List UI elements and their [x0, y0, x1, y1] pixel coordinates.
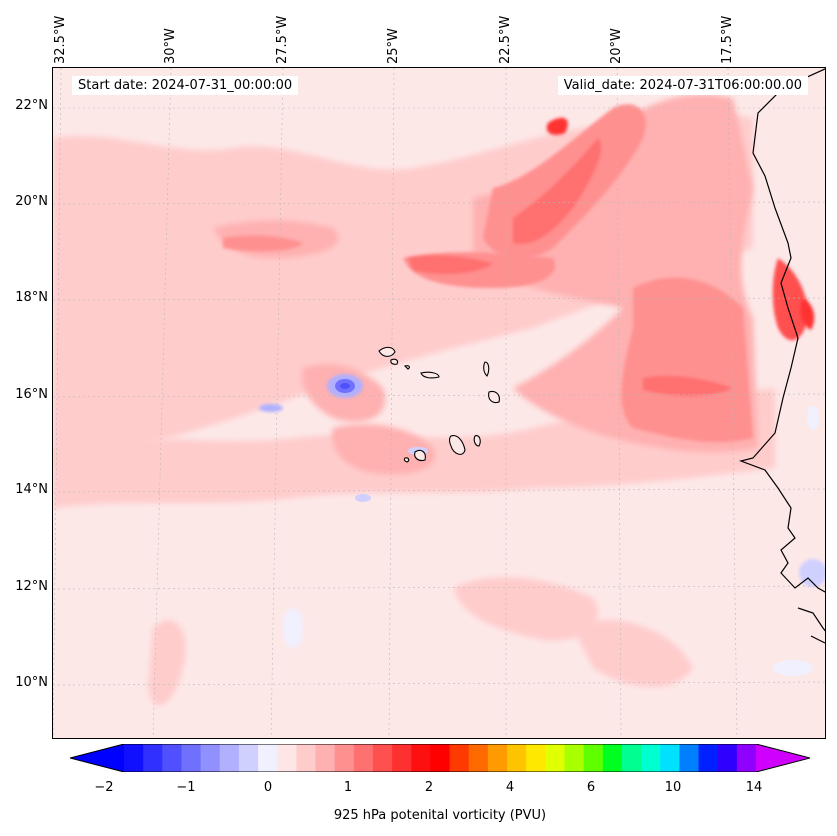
pv-region-core: [643, 376, 733, 396]
colorbar-segment: [507, 744, 527, 772]
cb-tick-label: −2: [94, 780, 114, 795]
colorbar-segment: [736, 744, 757, 772]
island-santiago: [448, 435, 466, 455]
colorbar-segment: [487, 744, 508, 772]
pv-region-core: [800, 298, 815, 330]
colorbar-extend-high: [756, 744, 810, 772]
colorbar-segment: [392, 744, 412, 772]
colorbar-segment: [679, 744, 700, 772]
pv-region-core: [408, 255, 493, 274]
colorbar-segment: [468, 744, 489, 772]
colorbar-segment: [411, 744, 431, 772]
island-santo-antao: [378, 346, 396, 357]
lon-label-32-5w: 32.5°W: [53, 15, 68, 64]
island-fogo: [414, 449, 426, 462]
pv-negative-region: [807, 406, 819, 430]
pv-negative-region: [773, 660, 813, 676]
colorbar-segment: [124, 744, 144, 772]
colorbar-segment: [315, 744, 336, 772]
lat-label-16n: 16°N: [15, 387, 48, 402]
cb-tick-label: 4: [505, 780, 515, 795]
lon-label-27-5w: 27.5°W: [275, 15, 290, 64]
cb-tick-label: 1: [343, 780, 353, 795]
cb-tick-label: 14: [745, 780, 763, 795]
coastline-segment: [810, 635, 825, 644]
island-santa-luzia: [403, 365, 410, 370]
colorbar-segment: [526, 744, 546, 772]
colorbar-title: 925 hPa potenital vorticity (PVU): [333, 808, 547, 823]
colorbar-segment: [641, 744, 661, 772]
pv-negative-region: [355, 494, 371, 502]
island-sal: [483, 361, 490, 377]
lon-label-20w: 20°W: [609, 28, 624, 64]
african-coastline: [738, 68, 825, 593]
cb-tick-label: 10: [664, 780, 682, 795]
colorbar-segment: [602, 744, 623, 772]
lat-label-14n: 14°N: [15, 482, 48, 497]
island-sao-vicente: [390, 358, 399, 365]
colorbar-segment: [545, 744, 565, 772]
pv-region-light: [148, 620, 186, 706]
lat-label-10n: 10°N: [15, 675, 48, 690]
colorbar-segment: [334, 744, 355, 772]
colorbar-extend-low: [70, 744, 124, 772]
map-panel: [52, 67, 826, 739]
colorbar: [70, 744, 810, 772]
colorbar-segment: [660, 744, 680, 772]
cb-tick-label: 6: [586, 780, 596, 795]
cb-tick-label: 2: [424, 780, 434, 795]
lon-label-25w: 25°W: [386, 28, 401, 64]
start-date-label: Start date: 2024-07-31_00:00:00: [72, 76, 299, 95]
pv-region-core: [772, 258, 808, 341]
colorbar-segment: [162, 744, 182, 772]
cape-verde-islands: [378, 346, 500, 463]
coastline-segment: [797, 607, 825, 632]
island-maio: [473, 435, 481, 447]
colorbar-segment: [277, 744, 297, 772]
cb-tick-label: −1: [176, 780, 196, 795]
colorbar-segment: [143, 744, 163, 772]
colorbar-segment: [583, 744, 604, 772]
lon-label-30w: 30°W: [163, 28, 178, 64]
pv-contours: [53, 94, 825, 706]
lat-label-22n: 22°N: [15, 98, 48, 113]
lon-label-22-5w: 22.5°W: [498, 15, 513, 64]
island-sao-nicolau: [420, 371, 440, 379]
lon-label-17-5w: 17.5°W: [720, 15, 735, 64]
coastline: [738, 68, 825, 644]
colorbar-segment: [353, 744, 374, 772]
pv-negative-region: [283, 608, 303, 648]
colorbar-segment: [181, 744, 202, 772]
pv-region-medium: [332, 424, 435, 475]
pv-region-light: [573, 620, 693, 687]
colorbar-segment: [238, 744, 259, 772]
colorbar-segment: [258, 744, 278, 772]
pv-region-strong: [223, 235, 303, 252]
pv-region-core: [546, 117, 568, 135]
colorbar-segment: [564, 744, 585, 772]
colorbar-segment: [200, 744, 221, 772]
colorbar-segment: [621, 744, 642, 772]
pv-region-core: [513, 138, 602, 244]
pv-region-strong: [621, 277, 753, 443]
lat-label-18n: 18°N: [15, 290, 48, 305]
colorbar-segment: [698, 744, 719, 772]
cb-tick-label: 0: [263, 780, 273, 795]
pv-negative-region: [259, 404, 283, 412]
island-boa-vista: [488, 390, 500, 404]
lat-label-20n: 20°N: [15, 194, 48, 209]
colorbar-segment: [219, 744, 240, 772]
colorbar-segment: [372, 744, 393, 772]
colorbar-segment: [717, 744, 738, 772]
pv-region-light: [453, 577, 599, 641]
colorbar-segment: [430, 744, 451, 772]
pv-negative-core: [340, 383, 350, 389]
colorbar-segment: [296, 744, 317, 772]
lat-label-12n: 12°N: [15, 579, 48, 594]
graticule: [53, 68, 825, 738]
pv-field-map: [53, 68, 825, 738]
valid-date-label: Valid_date: 2024-07-31T06:00:00.00: [557, 76, 808, 95]
colorbar-segment: [449, 744, 470, 772]
island-brava: [403, 457, 410, 463]
